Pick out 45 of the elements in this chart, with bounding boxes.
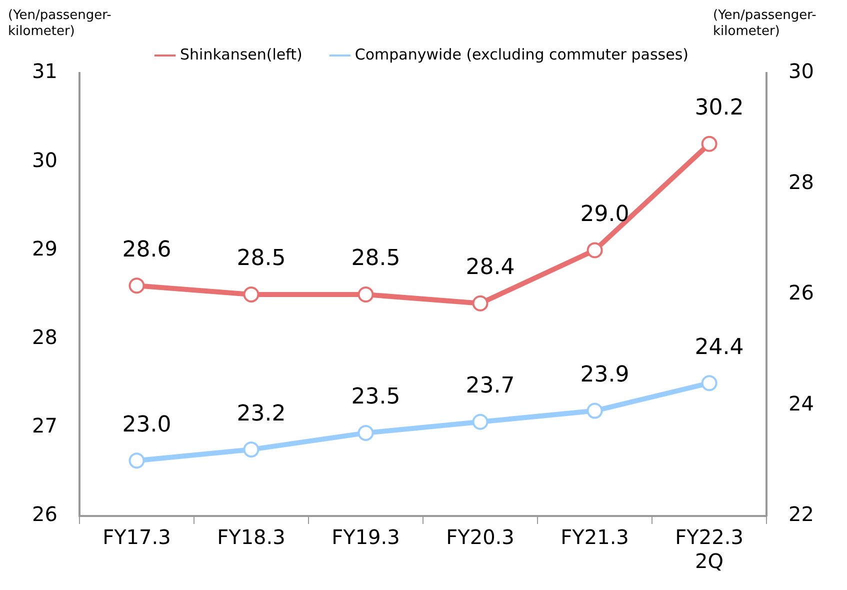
y2-tick-label: 30 (788, 59, 814, 84)
y-tick-label: 29 (32, 236, 58, 260)
y2-tick-label: 22 (788, 502, 814, 526)
point (243, 286, 260, 302)
point (358, 286, 374, 302)
point (472, 295, 488, 312)
data-label: 23.7 (466, 374, 515, 399)
data-label: 23.0 (122, 412, 172, 438)
point (358, 424, 374, 441)
point (586, 402, 603, 419)
data-label: 28.4 (466, 255, 515, 280)
y-tick-label: 30 (32, 148, 58, 172)
y-tick-label: 31 (32, 59, 58, 84)
point (586, 242, 603, 258)
legend-label: Companywide (excluding commuter passes) (354, 45, 688, 64)
x-tick-label: FY20.3 (446, 525, 514, 550)
data-label: 28.5 (236, 246, 286, 272)
point (701, 375, 718, 392)
y-tick-label: 26 (32, 502, 58, 526)
point (243, 442, 260, 458)
y2-tick-label: 24 (788, 391, 814, 416)
y2-axis-title: (Yen/passenger-kilometer) (713, 8, 818, 40)
data-label: 23.5 (351, 384, 400, 410)
point (472, 414, 488, 430)
point (128, 278, 145, 294)
x-tick-label: FY21.3 (560, 525, 629, 550)
y-axis-title: (Yen/passenger-kilometer) (8, 8, 112, 40)
data-label: 24.4 (694, 334, 744, 360)
point (128, 452, 145, 469)
y-tick-label: 28 (32, 325, 58, 350)
data-label: 23.9 (580, 362, 630, 388)
x-tick-label: FY17.3 (102, 525, 171, 550)
data-label: 28.6 (122, 237, 172, 262)
y-tick-label: 27 (32, 414, 58, 438)
y2-tick-label: 28 (788, 170, 814, 194)
legend-label: Shinkansen(left) (180, 45, 302, 64)
point (701, 136, 718, 152)
data-label: 28.5 (351, 246, 400, 272)
x-tick-label: FY18.3 (217, 525, 286, 550)
data-label: 30.2 (694, 96, 744, 121)
x-tick-label: FY19.3 (332, 525, 400, 550)
data-label: 23.2 (236, 401, 286, 426)
data-label: 29.0 (580, 202, 630, 227)
x-tick-label: FY22.3 2Q (675, 525, 744, 574)
y2-tick-label: 26 (788, 280, 814, 305)
